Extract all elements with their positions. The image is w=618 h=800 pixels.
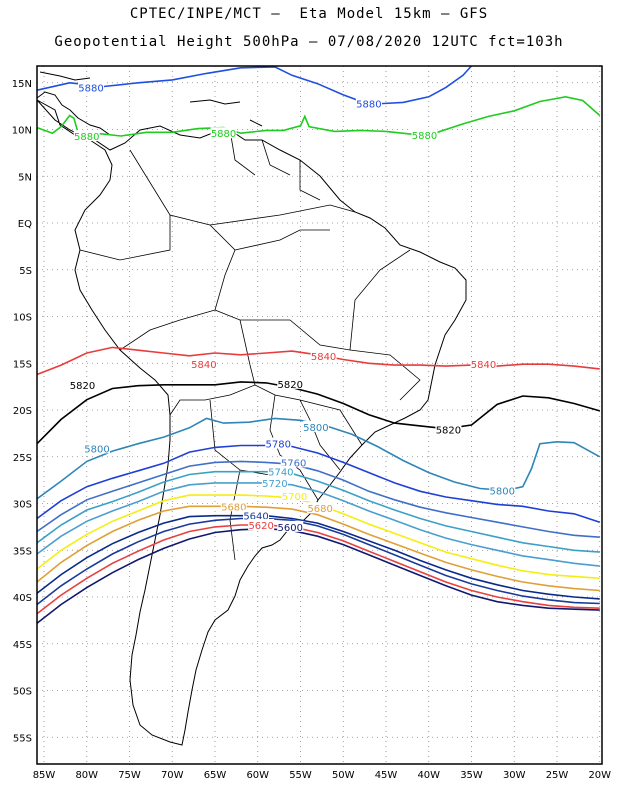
contour-label: 5880 xyxy=(78,83,103,94)
lon-tick-label: 75W xyxy=(118,770,141,781)
lat-tick-label: 25S xyxy=(13,453,32,464)
contour-label: 5880 xyxy=(211,129,236,140)
lon-tick-label: 45W xyxy=(375,770,398,781)
lon-tick-label: 80W xyxy=(75,770,98,781)
contour-label: 5820 xyxy=(278,380,303,391)
lat-tick-label: 40S xyxy=(13,593,32,604)
lat-tick-label: 30S xyxy=(13,500,32,511)
contour-label: 5620 xyxy=(248,521,273,532)
contour-line-5600 xyxy=(37,529,600,624)
contour-label: 5840 xyxy=(471,360,496,371)
contour-label: 5820 xyxy=(436,426,461,437)
lon-tick-label: 30W xyxy=(503,770,526,781)
lat-tick-label: 20S xyxy=(13,406,32,417)
lat-tick-label: 5N xyxy=(18,172,32,183)
lat-tick-label: 45S xyxy=(13,640,32,651)
contour-label: 5880 xyxy=(412,131,437,142)
map-canvas: 5880 5880 5880 5880 5880 5840 5840 5840 5820 5820… xyxy=(0,0,618,800)
contour-label: 5700 xyxy=(282,492,307,503)
contour-label: 5880 xyxy=(74,132,99,143)
contour-line-5640 xyxy=(37,519,600,605)
lat-tick-label: 55S xyxy=(13,733,32,744)
lat-tick-label: 15N xyxy=(12,79,32,90)
contour-label: 5800 xyxy=(84,444,109,455)
lon-tick-label: 35W xyxy=(460,770,483,781)
lon-tick-label: 85W xyxy=(33,770,56,781)
lat-tick-label: EQ xyxy=(18,219,32,230)
contour-label: 5820 xyxy=(70,381,95,392)
contour-line-5880 xyxy=(37,97,600,136)
lon-tick-label: 60W xyxy=(246,770,269,781)
contour-line-5680 xyxy=(37,506,600,590)
map-frame xyxy=(37,66,602,764)
lon-tick-label: 20W xyxy=(588,770,611,781)
contour-label: 5880 xyxy=(356,99,381,110)
contour-label: 5720 xyxy=(262,479,287,490)
contour-label: 5800 xyxy=(490,486,515,497)
height-contours xyxy=(37,66,600,623)
lon-tick-label: 25W xyxy=(546,770,569,781)
contour-label: 5600 xyxy=(278,523,303,534)
contour-label: 5840 xyxy=(311,352,336,363)
lat-tick-label: 10N xyxy=(12,126,32,137)
contour-label: 5680 xyxy=(307,504,332,515)
lat-tick-label: 35S xyxy=(13,546,32,557)
lat-tick-label: 15S xyxy=(13,359,32,370)
lat-tick-label: 5S xyxy=(19,266,32,277)
contour-line-5820 xyxy=(37,382,600,444)
lon-tick-label: 70W xyxy=(161,770,184,781)
contour-label: 5800 xyxy=(303,423,328,434)
contour-label: 5780 xyxy=(266,440,291,451)
lon-tick-label: 40W xyxy=(417,770,440,781)
contour-label: 5840 xyxy=(191,360,216,371)
lon-tick-label: 50W xyxy=(332,770,355,781)
lat-tick-label: 10S xyxy=(13,313,32,324)
lon-tick-label: 65W xyxy=(204,770,227,781)
grid-lines xyxy=(37,66,602,764)
coastline xyxy=(37,72,466,745)
contour-line-5720 xyxy=(37,483,600,566)
lon-tick-label: 55W xyxy=(289,770,312,781)
contour-labels: 5880 5880 5880 5880 5880 5840 5840 5840 5820 5820… xyxy=(69,81,515,533)
lat-tick-label: 50S xyxy=(13,687,32,698)
